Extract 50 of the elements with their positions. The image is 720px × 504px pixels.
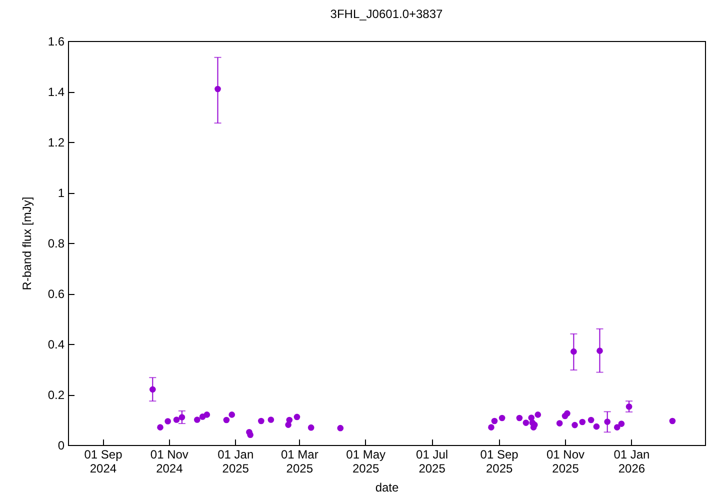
y-tick-label: 1.4 — [48, 85, 65, 99]
point — [579, 418, 586, 426]
x-tick-label: 01 Jan 2026 — [614, 448, 650, 476]
point — [247, 432, 254, 438]
x-tick-label: 01 Sep 2025 — [480, 448, 519, 476]
point — [164, 418, 171, 424]
x-tick-label: 01 Jul 2025 — [416, 448, 448, 476]
point — [308, 424, 314, 431]
point — [522, 420, 530, 426]
point — [337, 424, 344, 432]
point — [593, 423, 600, 430]
point — [556, 420, 563, 426]
x-tick-label: 01 Mar 2025 — [280, 448, 318, 476]
x-axis-title: date — [375, 480, 399, 494]
point — [204, 412, 210, 418]
point — [194, 416, 200, 423]
y-tick-label: 1.2 — [48, 136, 65, 150]
y-tick-label: 0.2 — [48, 388, 65, 402]
point — [488, 424, 494, 430]
y-tick-label: 1 — [58, 186, 65, 200]
point — [498, 414, 506, 422]
point — [572, 422, 578, 428]
x-tick-label: 01 Nov 2025 — [546, 448, 585, 476]
point — [491, 418, 498, 424]
point — [223, 416, 230, 424]
x-tick-label: 01 Jan 2025 — [218, 448, 254, 476]
point — [618, 420, 625, 427]
point — [669, 418, 676, 424]
point — [258, 418, 264, 424]
x-tick-label: 01 May 2025 — [346, 448, 386, 476]
chart-title: 3FHL_J0601.0+3837 — [330, 7, 444, 21]
point — [564, 410, 570, 417]
point — [173, 416, 180, 423]
point — [614, 424, 620, 430]
point — [157, 424, 164, 430]
y-tick-label: 1.6 — [48, 34, 65, 48]
x-tick-label: 01 Sep 2024 — [84, 448, 123, 476]
point — [286, 416, 293, 424]
y-tick-label: 0.6 — [48, 287, 65, 301]
point — [228, 412, 236, 418]
point — [534, 412, 542, 418]
y-axis-title: R-band flux [mJy] — [20, 196, 34, 290]
point — [268, 416, 274, 423]
x-tick-label: 01 Nov 2024 — [150, 448, 188, 476]
y-tick-label: 0.8 — [48, 236, 65, 250]
point — [516, 414, 523, 422]
y-tick-label: 0.4 — [48, 338, 65, 352]
point — [294, 414, 300, 420]
y-tick-label: 0 — [58, 438, 65, 452]
point — [588, 416, 594, 424]
